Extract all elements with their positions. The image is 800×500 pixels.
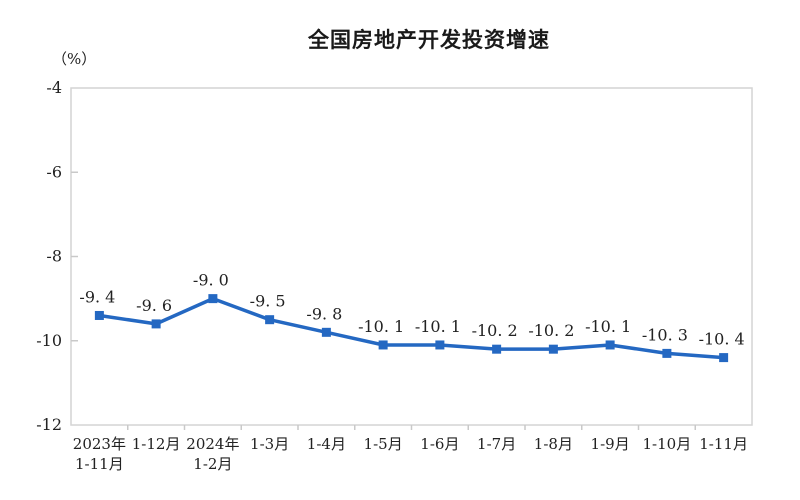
x-axis-label: 1-3月 <box>250 435 289 453</box>
x-axis-label: 1-11月 <box>699 435 748 453</box>
x-axis-label: 1-11月 <box>75 455 124 473</box>
data-point-label: -10. 1 <box>415 317 461 336</box>
x-axis-label: 1-8月 <box>534 435 573 453</box>
y-tick-label: -8 <box>46 247 62 266</box>
y-tick-label: -4 <box>46 78 62 97</box>
y-tick-label: -6 <box>46 162 62 181</box>
y-tick-label: -12 <box>36 415 62 434</box>
data-point-marker <box>719 353 729 363</box>
data-point-label: -9. 8 <box>306 304 342 323</box>
data-point-label: -9. 4 <box>79 287 115 306</box>
x-axis-label: 1-7月 <box>477 435 516 453</box>
x-axis-label: 1-12月 <box>132 435 181 453</box>
data-point-marker <box>208 294 218 304</box>
x-axis-label: 1-10月 <box>643 435 692 453</box>
data-point-marker <box>662 348 672 358</box>
data-point-label: -9. 5 <box>250 292 286 311</box>
data-point-marker <box>435 340 445 350</box>
plot-border <box>70 87 753 426</box>
series-line <box>97 296 726 360</box>
data-point-marker <box>548 344 558 354</box>
data-point-label: -10. 3 <box>642 325 688 344</box>
data-point-label: -9. 6 <box>136 296 172 315</box>
data-point-marker <box>321 327 331 337</box>
x-axis-label: 1-4月 <box>307 435 346 453</box>
chart-title: 全国房地产开发投资增速 <box>308 29 550 52</box>
data-point-marker <box>378 340 388 350</box>
x-axis-label: 2024年 <box>186 435 239 453</box>
data-point-label: -10. 1 <box>585 317 631 336</box>
data-point-label: -10. 2 <box>528 321 574 340</box>
x-axis-label: 1-5月 <box>364 435 403 453</box>
x-axis-label: 1-6月 <box>420 435 459 453</box>
data-point-marker <box>94 310 104 320</box>
data-point-marker <box>492 344 502 354</box>
data-point-marker <box>151 319 161 329</box>
data-point-marker <box>605 340 615 350</box>
y-axis-unit-label: （%） <box>52 50 97 68</box>
data-point-label: -10. 2 <box>472 321 518 340</box>
data-point-label: -9. 0 <box>193 271 229 290</box>
x-axis-label: 1-2月 <box>193 455 232 473</box>
data-point-marker <box>265 315 275 325</box>
x-axis-label: 2023年 <box>73 435 126 453</box>
y-tick-label: -10 <box>36 331 62 350</box>
x-axis-label: 1-9月 <box>591 435 630 453</box>
data-point-label: -10. 1 <box>358 317 404 336</box>
data-point-label: -10. 4 <box>699 330 745 349</box>
